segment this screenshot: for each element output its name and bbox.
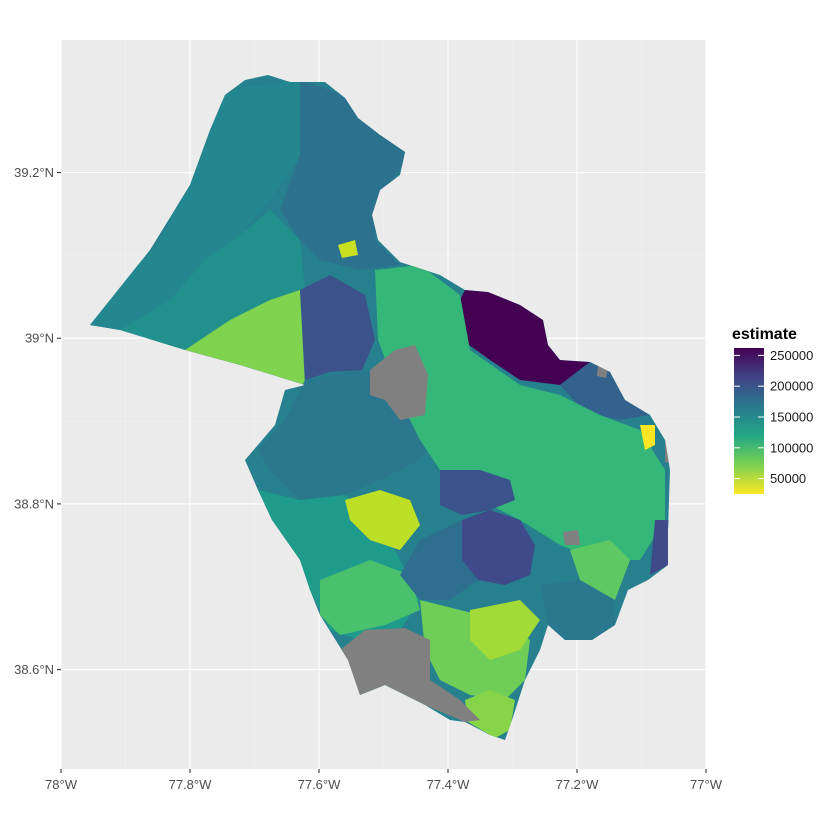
region-west-panhandle (120, 210, 305, 350)
legend-label: 150000 (770, 409, 813, 424)
y-tick-label: 38.6°N (14, 662, 54, 677)
region-southwest-light (320, 560, 420, 635)
region-west-central (300, 275, 375, 380)
region-mixed-core (375, 265, 665, 560)
y-tick-label: 39°N (25, 331, 54, 346)
region-east-coast (650, 520, 670, 575)
legend-label: 50000 (770, 471, 806, 486)
legend-label: 200000 (770, 379, 813, 394)
region-northeast (455, 290, 590, 385)
region-southeast (540, 580, 615, 640)
y-tick-label: 39.2°N (14, 165, 54, 180)
y-axis: 38.6°N 38.8°N 39°N 39.2°N (14, 165, 61, 677)
legend-label: 250000 (770, 348, 813, 363)
legend-ticks: 250000 200000 150000 100000 50000 (734, 348, 813, 486)
legend-colorbar (734, 348, 764, 494)
na-area-south (340, 628, 480, 722)
region-south-mid (400, 520, 478, 600)
region-north-sliver (338, 240, 358, 258)
region-northwest (90, 80, 300, 330)
x-tick-label: 77.2°W (556, 777, 600, 792)
region-south-yellow (470, 600, 540, 660)
legend-title: estimate (732, 326, 797, 343)
legend: estimate 250000 200000 150000 100000 50000 (732, 326, 813, 494)
legend-label: 100000 (770, 440, 813, 455)
x-axis: 78°W 77.8°W 77.6°W 77.4°W 77.2°W 77°W (45, 769, 723, 792)
x-tick-label: 77.8°W (169, 777, 213, 792)
region-south-tip (465, 690, 515, 738)
y-tick-label: 38.8°N (14, 496, 54, 511)
county-map (90, 75, 670, 740)
x-tick-label: 77°W (690, 777, 723, 792)
region-southeast-green (570, 540, 630, 600)
region-central-lobe (440, 470, 515, 515)
region-east-yellow (640, 425, 655, 450)
x-tick-label: 77.6°W (298, 777, 342, 792)
x-tick-label: 77.4°W (427, 777, 471, 792)
na-area-central (370, 345, 428, 420)
na-area-inset (563, 530, 580, 545)
region-west-corner (185, 290, 305, 385)
region-south-central (462, 510, 535, 585)
region-east (560, 362, 650, 420)
x-tick-label: 78°W (45, 777, 78, 792)
region-yellow-west (345, 490, 420, 550)
